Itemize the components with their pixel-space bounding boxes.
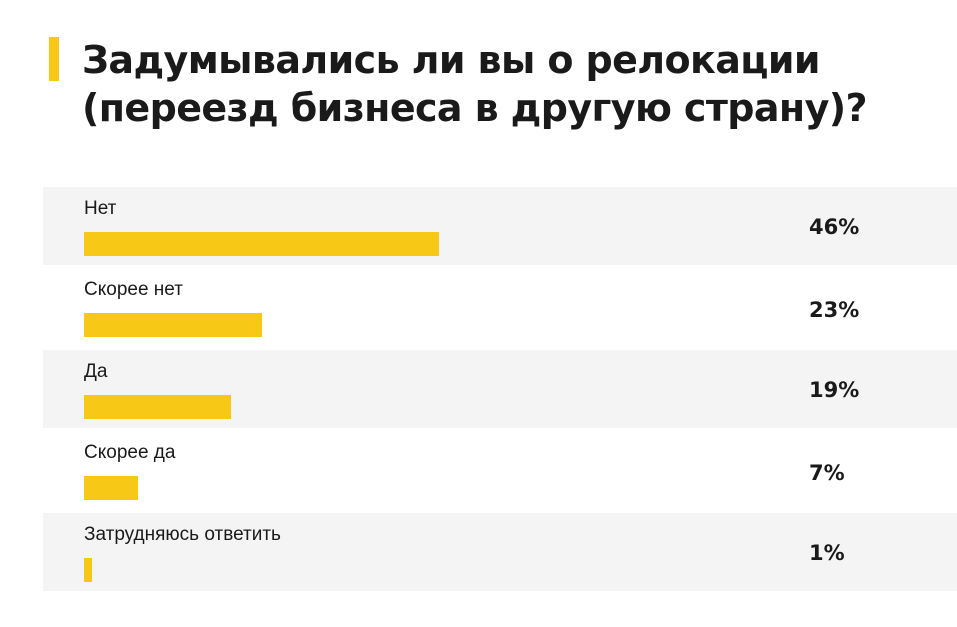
- value-label: 19%: [809, 378, 860, 402]
- chart-row: Скорее нет 23%: [43, 265, 957, 350]
- chart-row: Затрудняюсь ответить 1%: [43, 513, 957, 591]
- value-label: 1%: [809, 541, 845, 565]
- category-label: Затрудняюсь ответить: [84, 524, 281, 545]
- bar: [84, 476, 139, 500]
- value-label: 46%: [809, 215, 860, 239]
- bar: [84, 558, 92, 582]
- category-label: Да: [84, 361, 108, 382]
- category-label: Скорее да: [84, 442, 176, 463]
- chart-row: Нет 46%: [43, 187, 957, 265]
- title-accent-bar: [49, 37, 59, 81]
- category-label: Скорее нет: [84, 279, 183, 300]
- bar: [84, 232, 440, 256]
- chart-title: Задумывались ли вы о релокации (переезд …: [82, 38, 868, 130]
- chart-row: Да 19%: [43, 350, 957, 428]
- bar: [84, 395, 231, 419]
- chart-rows: Нет 46% Скорее нет 23% Да 19% Скорее да 7% Затру…: [43, 187, 957, 591]
- bar: [84, 313, 262, 337]
- chart-row: Скорее да 7%: [43, 428, 957, 513]
- value-label: 7%: [809, 461, 845, 485]
- category-label: Нет: [84, 198, 117, 219]
- value-label: 23%: [809, 298, 860, 322]
